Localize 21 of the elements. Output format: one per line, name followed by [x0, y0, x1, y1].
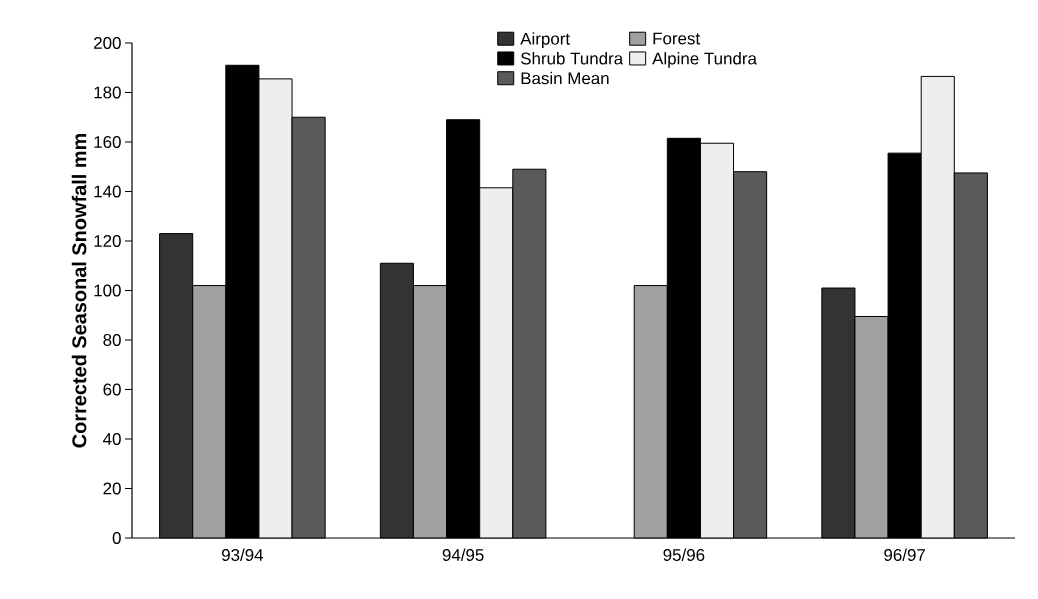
y-tick-label: 160: [94, 136, 121, 148]
y-tick-label: 0: [112, 532, 121, 544]
y-tick-label: 40: [103, 433, 121, 445]
x-tick-label: 95/96: [663, 548, 705, 561]
y-tick-label: 100: [94, 284, 121, 297]
y-tick-label: 60: [103, 383, 121, 396]
legend-label: Airport: [520, 32, 570, 49]
y-tick-label: 140: [94, 185, 121, 198]
y-tick-label: 200: [94, 37, 121, 49]
legend-label: Forest: [653, 32, 701, 45]
y-tick-label: 80: [103, 334, 121, 346]
y-tick-label: 120: [94, 235, 121, 247]
legend-label: Basin Mean: [521, 71, 609, 85]
x-tick-label: 93/94: [221, 548, 264, 561]
x-tick-label: 96/97: [884, 548, 925, 561]
legend-label: Alpine Tundra: [652, 52, 757, 68]
y-tick-label: 180: [94, 86, 121, 99]
y-axis-title: Corrected Seasonal Snowfall mm: [71, 133, 87, 448]
y-tick-label: 20: [103, 482, 121, 495]
x-tick-label: 94/95: [442, 548, 484, 561]
legend-label: Shrub Tundra: [520, 52, 624, 65]
